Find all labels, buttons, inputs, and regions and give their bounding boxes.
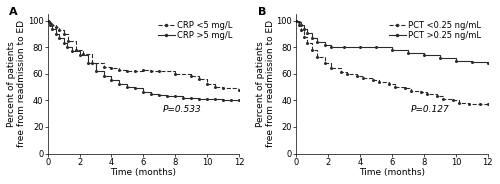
- Legend: CRP <5 mg/L, CRP >5 mg/L: CRP <5 mg/L, CRP >5 mg/L: [156, 18, 235, 43]
- Text: A: A: [10, 7, 18, 17]
- Legend: PCT <0.25 ng/mL, PCT >0.25 ng/mL: PCT <0.25 ng/mL, PCT >0.25 ng/mL: [386, 18, 484, 43]
- Text: P=0.127: P=0.127: [411, 105, 450, 114]
- X-axis label: Time (months): Time (months): [359, 168, 425, 177]
- Text: P=0.533: P=0.533: [162, 105, 202, 114]
- X-axis label: Time (months): Time (months): [110, 168, 176, 177]
- Y-axis label: Percent of patients
free from readmission to ED: Percent of patients free from readmissio…: [256, 20, 275, 147]
- Y-axis label: Percent of patients
free from readmission to ED: Percent of patients free from readmissio…: [7, 20, 26, 147]
- Text: B: B: [258, 7, 266, 17]
